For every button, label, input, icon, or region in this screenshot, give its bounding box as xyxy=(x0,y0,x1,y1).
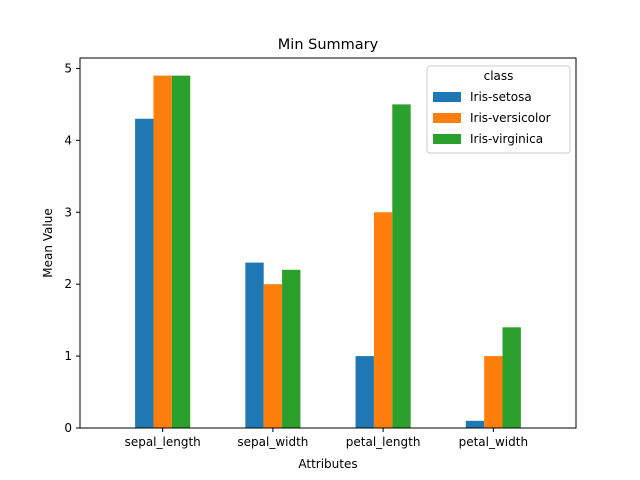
legend-label: Iris-versicolor xyxy=(470,111,551,125)
legend-items: Iris-setosa Iris-versicolor Iris-virginica xyxy=(433,90,551,146)
x-axis-label: Attributes xyxy=(298,457,357,471)
x-tick-label: petal_length xyxy=(346,435,421,449)
legend-label: Iris-setosa xyxy=(470,90,532,104)
legend-swatch xyxy=(433,113,461,123)
chart-title: Min Summary xyxy=(278,37,379,53)
bar-petal_width-Iris-setosa xyxy=(465,420,485,428)
bar-petal_length-Iris-virginica xyxy=(392,104,411,429)
y-axis-ticks: 0 1 2 3 4 5 xyxy=(64,61,80,435)
bar-sepal_length-Iris-versicolor xyxy=(153,75,172,428)
legend-box xyxy=(426,65,571,154)
bar-petal_length-Iris-setosa xyxy=(355,356,374,428)
bar-sepal_width-Iris-setosa xyxy=(245,262,264,428)
bar-sepal_length-Iris-setosa xyxy=(135,118,154,429)
legend-title: class xyxy=(484,69,514,83)
bar-sepal_width-Iris-versicolor xyxy=(263,284,283,428)
bar-petal_length-Iris-versicolor xyxy=(373,212,393,428)
y-tick-label: 4 xyxy=(64,133,72,147)
y-tick-label: 5 xyxy=(64,61,72,75)
bar-sepal_width-Iris-virginica xyxy=(282,269,301,428)
legend-swatch xyxy=(433,92,461,102)
y-axis-label: Mean Value xyxy=(41,208,55,277)
bar-petal_width-Iris-versicolor xyxy=(484,356,503,428)
bars-group xyxy=(135,75,521,429)
bar-sepal_length-Iris-virginica xyxy=(171,75,191,428)
legend: class Iris-setosa Iris-versicolor Iris-vir… xyxy=(426,65,571,154)
y-tick-label: 1 xyxy=(64,349,72,363)
plot-frame xyxy=(79,57,577,429)
legend-swatch xyxy=(433,134,461,144)
bar-petal_width-Iris-virginica xyxy=(502,327,521,428)
y-tick-label: 3 xyxy=(64,205,72,219)
x-tick-label: petal_width xyxy=(459,435,528,449)
y-tick-label: 2 xyxy=(64,277,72,291)
x-axis-ticks: sepal_length sepal_width petal_length petal… xyxy=(125,428,528,449)
legend-label: Iris-virginica xyxy=(470,132,543,146)
x-tick-label: sepal_length xyxy=(125,435,201,449)
y-tick-label: 0 xyxy=(64,421,72,435)
x-tick-label: sepal_width xyxy=(237,435,308,449)
